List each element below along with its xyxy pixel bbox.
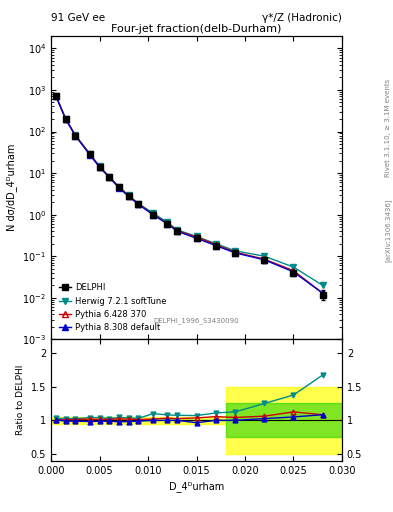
Text: γ*/Z (Hadronic): γ*/Z (Hadronic) <box>262 13 342 23</box>
Text: DELPHI_1996_S3430090: DELPHI_1996_S3430090 <box>154 317 239 324</box>
X-axis label: D_4ᴰurham: D_4ᴰurham <box>169 481 224 492</box>
Y-axis label: Ratio to DELPHI: Ratio to DELPHI <box>16 365 25 435</box>
Text: 91 GeV ee: 91 GeV ee <box>51 13 105 23</box>
Y-axis label: N dσ/dD_4ᴰurham: N dσ/dD_4ᴰurham <box>6 144 17 231</box>
Legend: DELPHI, Herwig 7.2.1 softTune, Pythia 6.428 370, Pythia 8.308 default: DELPHI, Herwig 7.2.1 softTune, Pythia 6.… <box>55 280 170 335</box>
Title: Four-jet fraction(delb-Durham): Four-jet fraction(delb-Durham) <box>111 24 282 34</box>
Text: [arXiv:1306.3436]: [arXiv:1306.3436] <box>384 199 391 262</box>
Text: Rivet 3.1.10, ≥ 3.1M events: Rivet 3.1.10, ≥ 3.1M events <box>385 79 391 177</box>
